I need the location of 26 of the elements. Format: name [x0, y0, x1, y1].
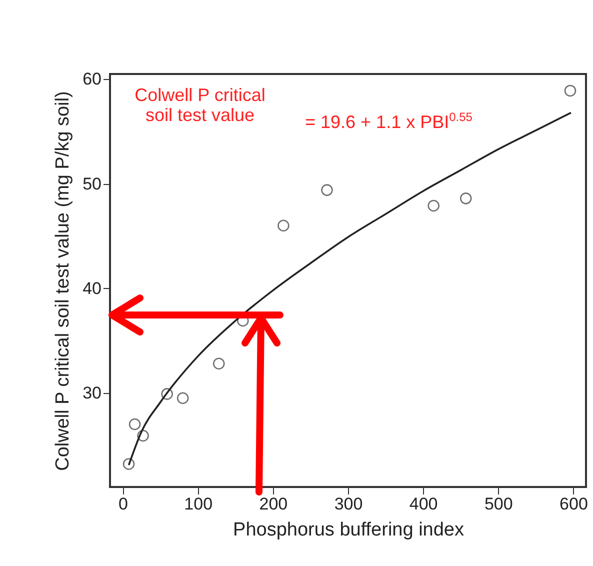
y-tick-label: 40 [82, 278, 102, 298]
x-tick-label: 400 [409, 494, 438, 514]
point [564, 84, 576, 97]
x-tick-label: 0 [118, 494, 128, 514]
y-axis-title: Colwell P critical soil test value (mg P/kg soil) [52, 91, 74, 471]
point [176, 392, 189, 404]
point [460, 192, 472, 204]
point [137, 430, 149, 442]
y-tick-label: 30 [82, 383, 102, 402]
point [278, 220, 290, 232]
y-tick-label: 50 [82, 174, 102, 194]
point [122, 458, 135, 470]
x-tick-label: 300 [334, 494, 363, 514]
y-tick-label: 60 [82, 70, 102, 89]
annotation: Colwell P critical soil test value [134, 85, 266, 125]
point [128, 418, 141, 430]
point [161, 388, 173, 400]
point [428, 200, 440, 212]
x-axis-title: Phosphorus buffering index [233, 520, 464, 540]
x-tick-label: 500 [484, 494, 513, 514]
annotation: = 19.6 + 1.1 x PBI$^{0.55}$ [305, 110, 473, 132]
x-tick-label: 200 [259, 494, 288, 514]
x-tick-label: 600 [560, 494, 588, 514]
point [321, 184, 333, 196]
point [212, 358, 225, 370]
x-tick-label: 100 [184, 494, 213, 514]
